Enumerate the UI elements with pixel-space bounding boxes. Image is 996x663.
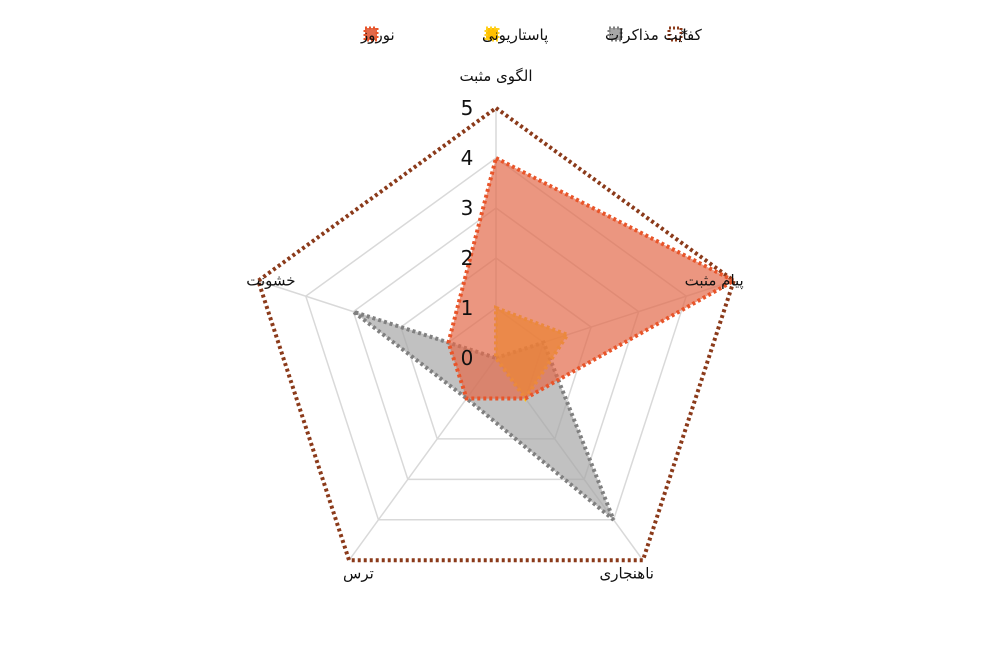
tick-label-4: 4 bbox=[461, 146, 474, 170]
axis-label-1: الگوی مثبت bbox=[459, 67, 532, 85]
axis-label-4: ترس bbox=[343, 564, 374, 582]
tick-labels: 0 1 2 3 4 5 bbox=[461, 96, 474, 370]
series-layer bbox=[255, 105, 738, 563]
legend-label-4: نوروز bbox=[360, 26, 395, 44]
axis-label-2: پیام مثبت bbox=[685, 272, 744, 291]
tick-label-1: 1 bbox=[461, 296, 474, 320]
legend-marker-1 bbox=[667, 26, 683, 42]
axis-label-3: ناهنجاری bbox=[600, 564, 654, 582]
legend-marker-2 bbox=[607, 26, 623, 42]
axis-labels: الگوی مثبت پیام مثبت ناهنجاری ترس خشونت bbox=[246, 67, 744, 582]
axis-label-5: خشونت bbox=[246, 272, 295, 290]
legend-label-2: کفایت مذاکرات bbox=[605, 26, 703, 44]
legend-label-3: پاستاریونی bbox=[482, 26, 548, 45]
legend-marker-4 bbox=[363, 26, 379, 42]
legend-marker-3 bbox=[484, 26, 500, 42]
tick-label-3: 3 bbox=[461, 196, 474, 220]
series-1-area bbox=[255, 105, 737, 563]
tick-label-2: 2 bbox=[461, 246, 474, 270]
tick-label-5: 5 bbox=[461, 96, 474, 120]
legend: *کفایت مذاکرات پاستاریونی نوروز bbox=[360, 26, 703, 45]
legend-label-1: * bbox=[681, 26, 689, 44]
series-4-area bbox=[446, 155, 738, 401]
tick-label-0: 0 bbox=[461, 346, 474, 370]
